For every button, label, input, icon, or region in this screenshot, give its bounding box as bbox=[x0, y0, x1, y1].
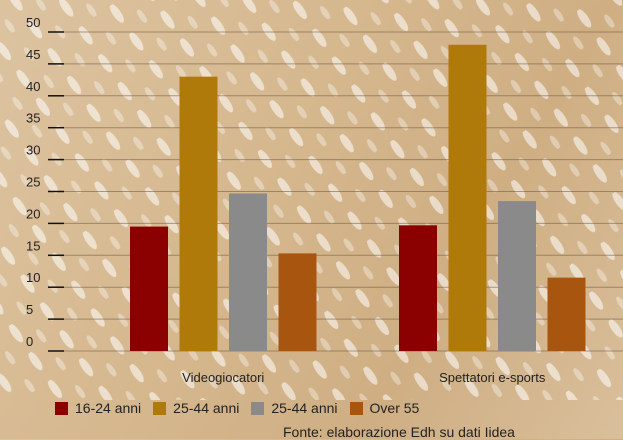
y-tick-label: 30 bbox=[26, 143, 40, 158]
bar-spettatori-e-sports-3 bbox=[498, 201, 536, 351]
legend-label: 25-44 anni bbox=[271, 400, 338, 416]
y-tick-label: 45 bbox=[26, 47, 40, 62]
y-tick-label: 40 bbox=[26, 79, 40, 94]
legend: 16-24 anni 25-44 anni 25-44 anni Over 55 bbox=[55, 400, 431, 416]
y-tick-label: 0 bbox=[26, 334, 33, 349]
legend-swatch bbox=[55, 401, 68, 415]
legend-swatch bbox=[349, 401, 363, 415]
bar-videogiocatori-3 bbox=[229, 193, 267, 351]
x-category-label: Videogiocatori bbox=[182, 370, 264, 385]
bar-videogiocatori-1 bbox=[130, 226, 168, 351]
bar-videogiocatori-2 bbox=[179, 76, 218, 351]
legend-swatch bbox=[153, 401, 167, 415]
y-tick-label: 35 bbox=[26, 111, 40, 126]
y-tick-label: 5 bbox=[26, 302, 33, 317]
category-labels: Videogiocatori Spettatori e-sports bbox=[182, 370, 546, 385]
y-tick-label: 15 bbox=[26, 238, 40, 253]
y-tick-label: 50 bbox=[26, 15, 40, 30]
bar-spettatori-e-sports-4 bbox=[547, 277, 586, 351]
bars bbox=[130, 44, 586, 351]
legend-label: Over 55 bbox=[369, 400, 420, 416]
y-tick-label: 20 bbox=[26, 206, 40, 221]
legend-swatch bbox=[251, 401, 265, 415]
bar-videogiocatori-4 bbox=[278, 253, 317, 351]
legend-label: 16-24 anni bbox=[75, 400, 142, 416]
y-axis-ticks: 0 5 10 15 20 25 30 35 40 45 50 bbox=[26, 15, 64, 352]
legend-item: 25-44 anni bbox=[251, 400, 338, 416]
bar-spettatori-e-sports-2 bbox=[448, 44, 487, 351]
legend-item: 16-24 anni bbox=[55, 400, 141, 416]
bar-chart: 0 5 10 15 20 25 30 35 40 45 50 Videogiocatori Spett… bbox=[0, 0, 623, 400]
legend-item: Over 55 bbox=[349, 400, 420, 416]
y-tick-label: 25 bbox=[26, 175, 40, 190]
x-category-label: Spettatori e-sports bbox=[439, 370, 546, 385]
source-note: Fonte: elaborazione Edh su dati Iidea bbox=[283, 424, 515, 440]
y-tick-label: 10 bbox=[26, 270, 40, 285]
legend-label: 25-44 anni bbox=[173, 400, 240, 416]
legend-item: 25-44 anni bbox=[153, 400, 239, 416]
bar-spettatori-e-sports-1 bbox=[399, 225, 437, 351]
